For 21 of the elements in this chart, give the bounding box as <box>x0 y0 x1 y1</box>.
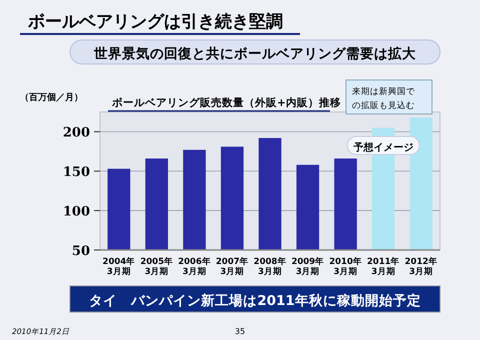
chart-title: ボールベアリングは引き続き堅調 <box>27 12 283 32</box>
chart-subtitle: 世界景気の回復と共にボールベアリング需要は拡大 <box>93 45 417 62</box>
text: ボールベアリング販売数量（外販+内販）推移 <box>111 96 341 109</box>
x-tick-label: 2012年3月期 <box>404 256 438 277</box>
annotation: 予想イメージ <box>352 141 414 154</box>
text: 35 <box>234 327 246 336</box>
text: 来期は新興国での拡販も見込む <box>352 86 416 111</box>
y-tick-label: 200 <box>62 126 90 141</box>
x-tick-label: 2011年3月期 <box>366 256 400 277</box>
x-tick-label: 2004年3月期 <box>102 256 136 277</box>
y-tick-label: 150 <box>62 165 90 180</box>
x-tick-label: 2005年3月期 <box>140 256 174 277</box>
x-tick-label: 2008年3月期 <box>254 256 286 277</box>
y-axis-title: （百万個／月） <box>20 92 83 103</box>
y-tick-label: 100 <box>62 204 90 220</box>
y-tick-label: 50 <box>72 244 90 259</box>
x-tick-label: 2010年3月期 <box>329 256 362 277</box>
x-tick-label: 2006年3月期 <box>178 256 211 277</box>
text: タイ バンパイン新工場は2011年秋に稼動開始予定 <box>89 292 421 309</box>
x-tick-label: 2009年3月期 <box>291 256 324 277</box>
x-tick-label: 2007年3月期 <box>216 256 249 277</box>
